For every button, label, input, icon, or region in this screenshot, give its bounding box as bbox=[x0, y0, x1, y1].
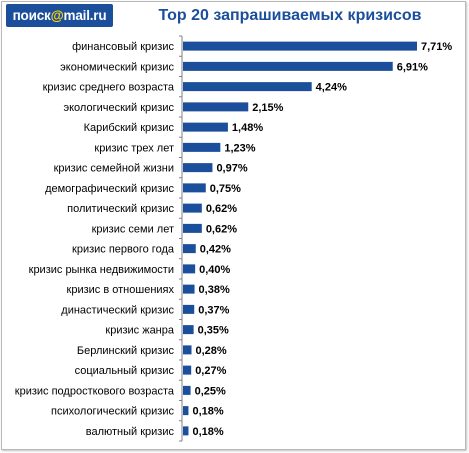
category-label: экономический кризис bbox=[60, 61, 174, 73]
data-label: 0,75% bbox=[210, 183, 241, 195]
data-label: 0,42% bbox=[200, 244, 231, 256]
logo-text: поиск@mail.ru bbox=[6, 4, 113, 27]
category-label: кризис среднего возраста bbox=[43, 82, 175, 94]
bar bbox=[183, 385, 191, 395]
category-label: кризис жанра bbox=[105, 325, 174, 337]
data-label: 0,62% bbox=[206, 203, 237, 215]
data-label: 0,97% bbox=[216, 163, 247, 175]
bar bbox=[183, 142, 221, 152]
category-label: кризис первого года bbox=[72, 244, 175, 256]
bar bbox=[183, 223, 202, 233]
data-label: 0,62% bbox=[206, 223, 237, 235]
bar bbox=[183, 203, 202, 213]
category-label: социальный кризис bbox=[75, 365, 175, 377]
bar bbox=[183, 426, 189, 436]
bar bbox=[183, 304, 195, 314]
bar bbox=[183, 102, 249, 112]
category-label: кризис рынка недвижимости bbox=[29, 264, 174, 276]
bar bbox=[183, 365, 192, 375]
data-label: 0,28% bbox=[195, 345, 226, 357]
chart-title: Top 20 запрашиваемых кризисов bbox=[158, 7, 422, 24]
data-label: 0,35% bbox=[198, 325, 229, 337]
logo-at-sign: @ bbox=[50, 8, 64, 23]
bar bbox=[183, 264, 196, 274]
data-label: 0,37% bbox=[198, 304, 229, 316]
data-label: 0,38% bbox=[199, 284, 230, 296]
data-label: 6,91% bbox=[397, 61, 428, 73]
category-label: кризис трех лет bbox=[94, 142, 174, 154]
bar bbox=[183, 122, 228, 132]
bar bbox=[183, 61, 393, 71]
category-label: кризис семи лет bbox=[92, 223, 174, 235]
data-label: 2,15% bbox=[252, 102, 283, 114]
bar bbox=[183, 183, 206, 193]
category-label: династический кризис bbox=[61, 304, 174, 316]
data-label: 4,24% bbox=[316, 82, 347, 94]
logo-left-text: поиск bbox=[12, 8, 51, 23]
data-label: 0,27% bbox=[195, 365, 226, 377]
category-label: кризис в отношениях bbox=[67, 284, 175, 296]
bar bbox=[183, 82, 312, 92]
bar bbox=[183, 345, 192, 355]
category-label: кризис семейной жизни bbox=[54, 163, 174, 175]
data-label: 7,71% bbox=[421, 41, 452, 53]
category-label: Карибский кризис bbox=[84, 122, 175, 134]
category-label: финансовый кризис bbox=[72, 41, 174, 53]
logo-right-text: mail.ru bbox=[63, 8, 107, 23]
category-label: кризис подросткового возраста bbox=[15, 385, 175, 397]
category-label: психологический кризис bbox=[51, 406, 174, 418]
data-label: 1,48% bbox=[232, 122, 263, 134]
data-label: 0,18% bbox=[192, 426, 223, 438]
data-label: 0,40% bbox=[199, 264, 230, 276]
data-label: 1,23% bbox=[224, 142, 255, 154]
bar bbox=[183, 41, 417, 51]
data-label: 0,18% bbox=[192, 406, 223, 418]
category-label: валютный кризис bbox=[86, 426, 175, 438]
bar bbox=[183, 284, 195, 294]
data-label: 0,25% bbox=[195, 385, 226, 397]
bar bbox=[183, 325, 194, 335]
bar bbox=[183, 244, 196, 254]
category-label: политический кризис bbox=[67, 203, 174, 215]
category-label: демографический кризис bbox=[45, 183, 174, 195]
category-label: Берлинский кризис bbox=[77, 345, 175, 357]
logo: поиск@mail.ru bbox=[6, 4, 113, 27]
bar bbox=[183, 406, 189, 416]
bar bbox=[183, 163, 213, 173]
category-label: экологический кризис bbox=[63, 102, 174, 114]
